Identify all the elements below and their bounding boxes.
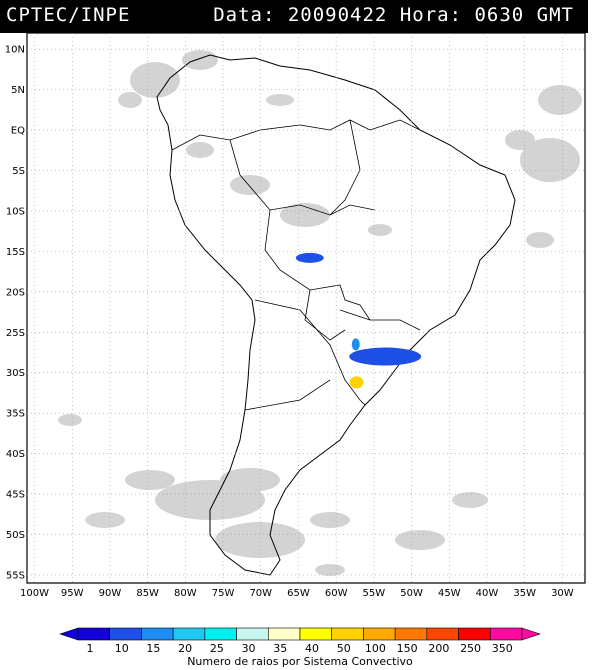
colorbar-swatch: [394, 627, 428, 641]
map-frame: [26, 33, 586, 584]
colorbar-swatch: [141, 627, 174, 641]
header-title: CPTEC/INPE: [6, 4, 131, 26]
colorbar-swatch: [236, 627, 269, 641]
colorbar: 1 10 15 20 25 30 35 40 50 100 150 200 250 350: [59, 627, 541, 655]
colorbar-swatch: [458, 627, 491, 641]
colorbar-swatch: [267, 627, 301, 641]
lat-label: 10S: [6, 206, 25, 217]
colorbar-tick-label: 30: [242, 642, 256, 655]
lat-label: 30S: [6, 368, 25, 379]
lat-label: 15S: [6, 247, 25, 258]
lat-label: 10N: [5, 45, 25, 56]
lon-label: 70W: [249, 588, 272, 599]
lon-labels: 100W 95W 90W 85W 80W 75W 70W 65W 60W 55W 50W 45W 40W…: [20, 588, 574, 599]
lon-label: 90W: [99, 588, 122, 599]
continent-outline: [156, 54, 516, 576]
lightning-cluster: [351, 338, 360, 351]
lon-label: 55W: [363, 588, 386, 599]
cloud-cover: [58, 50, 582, 576]
colorbar-tick-label: 150: [397, 642, 418, 655]
header-datetime: Data: 20090422 Hora: 0630 GMT: [213, 4, 574, 26]
colorbar-tick-label: 35: [273, 642, 287, 655]
lightning-map: 10N5NEQ5S10S15S20S25S30S35S40S45S50S55S …: [5, 33, 586, 599]
lon-label: 45W: [438, 588, 461, 599]
lat-label: 45S: [6, 490, 25, 501]
colorbar-tick-label: 100: [365, 642, 386, 655]
colorbar-swatch: [426, 627, 459, 641]
date-label: Data:: [213, 4, 276, 26]
time-label: Hora:: [399, 4, 463, 26]
colorbar-swatch: [331, 627, 364, 641]
colorbar-tick-label: 50: [337, 642, 351, 655]
date-value: 20090422: [287, 4, 388, 26]
colorbar-swatch: [204, 627, 237, 641]
colorbar-swatch: [77, 627, 111, 641]
lightning-cluster: [349, 376, 364, 389]
lightning-clusters: [295, 252, 422, 389]
colorbar-tick-label: 350: [492, 642, 513, 655]
lat-label: 5S: [12, 166, 25, 177]
colorbar-swatch: [489, 627, 523, 641]
colorbar-arrow-right: [521, 627, 541, 641]
lon-label: 50W: [400, 588, 423, 599]
lon-label: 35W: [513, 588, 536, 599]
lon-label: 60W: [325, 588, 348, 599]
lat-label: 35S: [6, 409, 25, 420]
lon-label: 75W: [212, 588, 235, 599]
lat-label: 55S: [6, 570, 25, 581]
colorbar-tick-label: 200: [428, 642, 449, 655]
lon-label: 30W: [551, 588, 574, 599]
colorbar-swatch: [363, 627, 396, 641]
lightning-cluster: [295, 252, 324, 263]
country-borders: [171, 119, 421, 411]
lat-label: 5N: [11, 85, 25, 96]
lat-label: 20S: [6, 287, 25, 298]
colorbar-tick-label: 15: [146, 642, 160, 655]
legend-caption: Numero de raios por Sistema Convectivo: [187, 655, 413, 668]
lon-label: 80W: [174, 588, 197, 599]
colorbar-arrow-left: [59, 627, 79, 641]
lon-label: 85W: [136, 588, 159, 599]
lat-labels: 10N 5N EQ 5S 10S 15S 20S 25S 30S 35S 40S 45S 50S 55S: [5, 45, 25, 582]
colorbar-tick-label: 25: [210, 642, 224, 655]
lon-label: 40W: [476, 588, 499, 599]
lon-label: 65W: [287, 588, 310, 599]
colorbar-tick-label: 20: [178, 642, 192, 655]
colorbar-tick-label: 40: [305, 642, 319, 655]
lat-label: EQ: [11, 126, 25, 137]
time-value: 0630 GMT: [474, 4, 574, 26]
lon-label: 95W: [61, 588, 84, 599]
lightning-cluster: [349, 347, 422, 366]
lon-label: 100W: [20, 588, 49, 599]
lat-label: 50S: [6, 530, 25, 541]
graticule: [27, 33, 585, 583]
colorbar-tick-label: 250: [460, 642, 481, 655]
lat-label: 25S: [6, 328, 25, 339]
map-header: CPTEC/INPE Data: 20090422 Hora: 0630 GMT: [0, 0, 588, 33]
colorbar-swatch: [109, 627, 142, 641]
colorbar-swatch: [172, 627, 206, 641]
lat-label: 40S: [6, 449, 25, 460]
colorbar-tick-label: 10: [115, 642, 129, 655]
colorbar-swatch: [299, 627, 333, 641]
colorbar-tick-label: 1: [87, 642, 94, 655]
